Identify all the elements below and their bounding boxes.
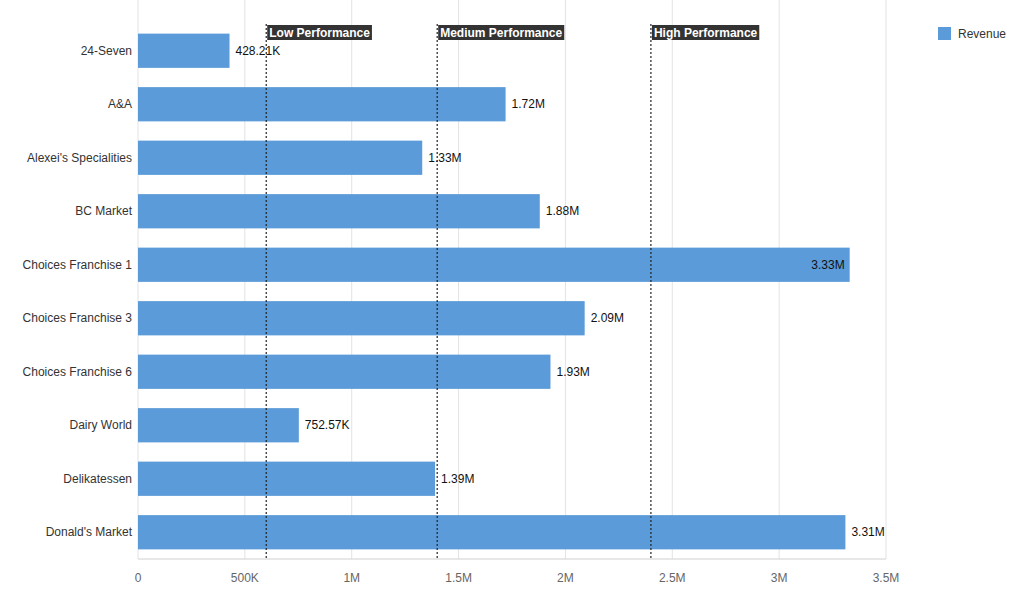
legend-label: Revenue [958, 27, 1006, 41]
bar [138, 408, 299, 442]
bar [138, 301, 585, 335]
bar [138, 462, 435, 496]
data-label: 1.93M [556, 365, 589, 379]
reference-label-group: High Performance [652, 25, 759, 40]
tick-label: 0 [135, 571, 142, 585]
data-label: 1.39M [441, 472, 474, 486]
bar [138, 34, 230, 68]
reference-label-group: Medium Performance [438, 25, 564, 40]
data-label: 3.31M [851, 525, 884, 539]
tick-label: 1M [343, 571, 360, 585]
tick-label: 1.5M [445, 571, 472, 585]
category-label: Alexei's Specialities [27, 151, 132, 165]
tick-label: 2.5M [659, 571, 686, 585]
category-label: Choices Franchise 6 [23, 365, 133, 379]
reference-label: Medium Performance [440, 26, 562, 40]
bar [138, 515, 845, 549]
bar [138, 248, 850, 282]
data-label: 428.21K [236, 44, 281, 58]
category-label: BC Market [75, 204, 132, 218]
bar [138, 141, 422, 175]
bar [138, 355, 550, 389]
category-label: Dairy World [70, 418, 132, 432]
legend-swatch [938, 27, 951, 40]
reference-label-bg [438, 25, 564, 40]
reference-line [437, 24, 438, 559]
bar [138, 194, 540, 228]
category-label: Delikatessen [63, 472, 132, 486]
category-label: Choices Franchise 3 [23, 311, 133, 325]
tick-label: 3.5M [873, 571, 900, 585]
grid [138, 0, 886, 559]
category-label: Choices Franchise 1 [23, 258, 133, 272]
reference-label-group: Low Performance [267, 25, 372, 40]
data-label: 752.57K [305, 418, 350, 432]
category-label: A&A [108, 97, 132, 111]
tick-label: 3M [771, 571, 788, 585]
data-label: 1.88M [546, 204, 579, 218]
legend: Revenue [938, 27, 1006, 41]
reference-label-bg [267, 25, 372, 40]
tick-label: 500K [231, 571, 259, 585]
reference-label: High Performance [654, 26, 758, 40]
data-label: 3.33M [811, 258, 844, 272]
data-label: 1.33M [428, 151, 461, 165]
x-axis [138, 559, 886, 560]
reference-label-bg [652, 25, 759, 40]
category-label: Donald's Market [46, 525, 133, 539]
chart: 0 500K 1M 1.5M 2M 2.5M 3M 3.5M 24-Seven A&A Alexei… [0, 0, 1035, 605]
category-label: 24-Seven [81, 44, 132, 58]
reference-line [266, 24, 267, 559]
grid-line [886, 0, 887, 559]
reference-line [650, 24, 651, 559]
data-label: 1.72M [512, 97, 545, 111]
data-label: 2.09M [591, 311, 624, 325]
bars [138, 34, 850, 550]
reference-label: Low Performance [269, 26, 370, 40]
bar [138, 87, 506, 121]
tick-label: 2M [557, 571, 574, 585]
